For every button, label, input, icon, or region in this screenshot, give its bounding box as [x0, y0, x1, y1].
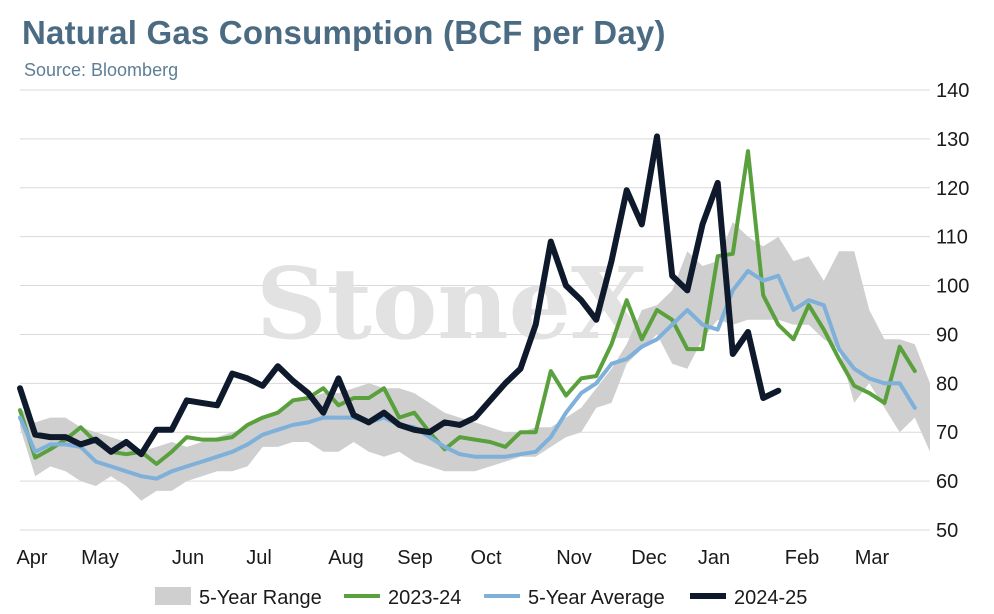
- y-tick-label: 120: [936, 178, 969, 200]
- y-tick-label: 140: [936, 80, 969, 102]
- series-line-s2324: [18, 149, 917, 466]
- x-tick-label: May: [81, 547, 119, 569]
- x-tick-label: Nov: [556, 547, 592, 569]
- y-tick-label: 60: [936, 471, 958, 493]
- stonex-watermark: StoneX: [256, 247, 647, 362]
- x-tick-label: Dec: [631, 547, 667, 569]
- x-tick-label: Jul: [246, 547, 272, 569]
- x-tick-label: Sep: [397, 547, 433, 569]
- legend-swatch-range: [155, 587, 191, 605]
- x-tick-label: Jun: [172, 547, 204, 569]
- y-tick-label: 110: [936, 227, 968, 249]
- y-tick-label: 100: [936, 276, 969, 298]
- legend-label: 2024-25: [734, 587, 807, 609]
- y-tick-label: 70: [936, 422, 958, 444]
- x-axis-ticks: Apr May Jun Jul Aug Sep Oct Nov Dec Jan Feb Mar: [16, 547, 889, 569]
- y-axis-ticks: 50 60 70 80 90 100 110 120 130 140: [936, 80, 969, 542]
- x-tick-label: Aug: [328, 547, 364, 569]
- x-tick-label: Mar: [855, 547, 890, 569]
- x-tick-label: Oct: [470, 547, 502, 569]
- gridlines: [20, 89, 930, 531]
- legend: 5-Year Range 2023-24 5-Year Average 2024-25: [155, 587, 807, 609]
- series-line-avg: [18, 268, 917, 481]
- y-tick-label: 130: [936, 129, 969, 151]
- legend-label: 5-Year Range: [199, 587, 322, 609]
- y-tick-label: 80: [936, 373, 958, 395]
- chart-subtitle: Source: Bloomberg: [24, 60, 179, 80]
- x-tick-label: Feb: [785, 547, 819, 569]
- series-layer: [17, 133, 930, 501]
- y-tick-label: 90: [936, 324, 958, 346]
- series-line-s2425: [17, 133, 782, 458]
- series-5-year-range-band: [20, 222, 930, 501]
- x-tick-label: Jan: [698, 547, 730, 569]
- legend-label: 2023-24: [388, 587, 461, 609]
- chart-title: Natural Gas Consumption (BCF per Day): [22, 14, 666, 51]
- y-tick-label: 50: [936, 520, 958, 542]
- x-tick-label: Apr: [16, 547, 47, 569]
- legend-label: 5-Year Average: [528, 587, 665, 609]
